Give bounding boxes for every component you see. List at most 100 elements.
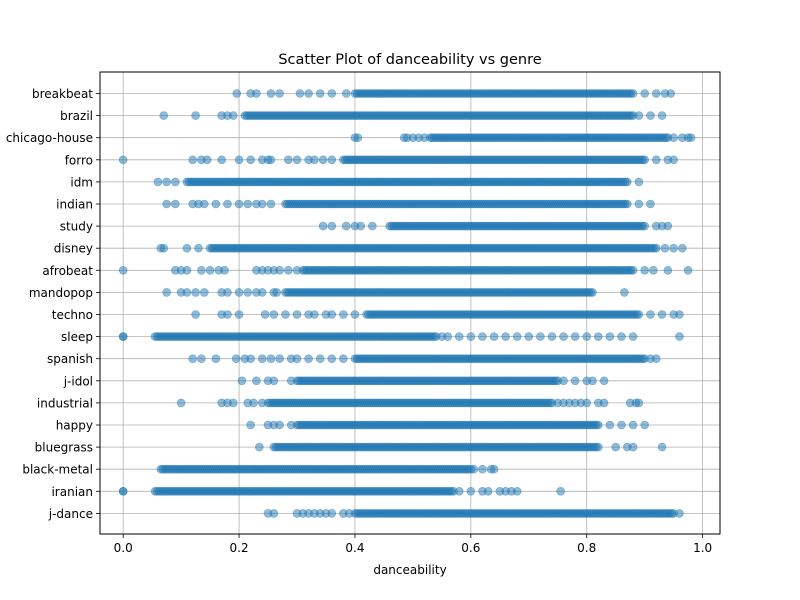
data-point bbox=[304, 89, 313, 98]
data-point bbox=[327, 89, 337, 98]
data-point bbox=[622, 199, 632, 209]
x-tick-label: 0.8 bbox=[577, 541, 596, 555]
data-point bbox=[284, 265, 293, 275]
y-tick-label: happy bbox=[56, 419, 93, 433]
data-point bbox=[234, 199, 244, 209]
x-tick-label: 0.6 bbox=[461, 541, 480, 555]
chart-title: Scatter Plot of danceability vs genre bbox=[278, 52, 541, 68]
data-point bbox=[257, 398, 267, 408]
data-point bbox=[628, 420, 638, 430]
data-point bbox=[275, 420, 284, 430]
data-point bbox=[628, 89, 638, 98]
data-point bbox=[657, 310, 667, 319]
data-point bbox=[646, 111, 655, 120]
data-point bbox=[223, 199, 232, 209]
data-point bbox=[570, 376, 580, 386]
data-point bbox=[678, 243, 687, 253]
data-point bbox=[640, 155, 649, 165]
data-point bbox=[420, 133, 429, 142]
data-point bbox=[246, 420, 255, 430]
data-point bbox=[594, 332, 603, 341]
y-tick-label: brazil bbox=[60, 109, 93, 123]
data-point bbox=[257, 199, 267, 209]
data-point bbox=[628, 332, 638, 341]
y-tick-label: indian bbox=[56, 198, 93, 212]
data-point bbox=[286, 376, 296, 386]
data-point bbox=[344, 509, 354, 518]
data-point bbox=[246, 354, 255, 364]
data-point bbox=[223, 310, 232, 319]
data-point bbox=[159, 111, 169, 120]
data-point bbox=[651, 243, 661, 253]
data-point bbox=[171, 177, 180, 187]
data-point bbox=[501, 332, 510, 341]
data-point bbox=[310, 155, 319, 165]
data-point bbox=[588, 288, 597, 297]
data-point bbox=[327, 221, 337, 231]
data-point bbox=[512, 332, 522, 341]
data-point bbox=[171, 199, 180, 209]
data-point bbox=[634, 111, 644, 120]
data-point bbox=[246, 155, 255, 165]
data-point bbox=[651, 155, 661, 165]
data-point bbox=[599, 398, 609, 408]
x-tick-label: 0.0 bbox=[114, 541, 133, 555]
y-tick-label: afrobeat bbox=[42, 264, 93, 278]
x-tick-label: 1.0 bbox=[693, 541, 712, 555]
data-point bbox=[466, 486, 476, 496]
data-point bbox=[660, 243, 670, 253]
data-point bbox=[199, 288, 209, 297]
y-tick-label: idm bbox=[70, 175, 93, 189]
data-point bbox=[675, 310, 684, 319]
data-point bbox=[243, 288, 253, 297]
data-point bbox=[292, 354, 302, 364]
data-point bbox=[686, 133, 696, 142]
data-point bbox=[284, 155, 293, 165]
data-point bbox=[237, 376, 247, 386]
data-point bbox=[634, 398, 644, 408]
y-tick-label: mandopop bbox=[29, 286, 93, 300]
data-point bbox=[231, 354, 241, 364]
data-point bbox=[536, 332, 545, 341]
y-tick-label: chicago-house bbox=[6, 131, 93, 145]
y-tick-label: iranian bbox=[51, 485, 93, 499]
data-point bbox=[191, 111, 200, 120]
data-point bbox=[292, 155, 302, 165]
data-point bbox=[217, 155, 226, 165]
data-point bbox=[489, 332, 499, 341]
data-point bbox=[675, 332, 684, 341]
data-point bbox=[205, 265, 215, 275]
data-point bbox=[249, 398, 258, 408]
data-point bbox=[443, 332, 452, 341]
data-point bbox=[640, 221, 649, 231]
data-point bbox=[162, 288, 171, 297]
data-point bbox=[269, 509, 279, 518]
data-point bbox=[556, 486, 565, 496]
data-point bbox=[257, 354, 267, 364]
data-point bbox=[669, 155, 678, 165]
data-point bbox=[182, 288, 192, 297]
data-point bbox=[162, 199, 171, 209]
data-point bbox=[191, 310, 200, 319]
data-point bbox=[339, 310, 348, 319]
data-point bbox=[675, 509, 684, 518]
data-point bbox=[559, 332, 568, 341]
x-tick-label: 0.2 bbox=[230, 541, 249, 555]
y-tick-label: j-dance bbox=[48, 507, 93, 521]
data-point bbox=[159, 243, 169, 253]
data-point bbox=[266, 354, 276, 364]
data-point bbox=[341, 89, 351, 98]
y-tick-label: industrial bbox=[37, 396, 93, 410]
data-point bbox=[197, 265, 206, 275]
data-point bbox=[318, 221, 328, 231]
data-point bbox=[281, 310, 290, 319]
data-point bbox=[663, 265, 673, 275]
y-tick-label: disney bbox=[54, 242, 93, 256]
y-tick-label: techno bbox=[52, 308, 93, 322]
data-point bbox=[582, 332, 592, 341]
y-tick-label: spanish bbox=[47, 352, 93, 366]
data-point bbox=[669, 243, 678, 253]
data-point bbox=[368, 221, 377, 231]
data-point bbox=[617, 332, 626, 341]
